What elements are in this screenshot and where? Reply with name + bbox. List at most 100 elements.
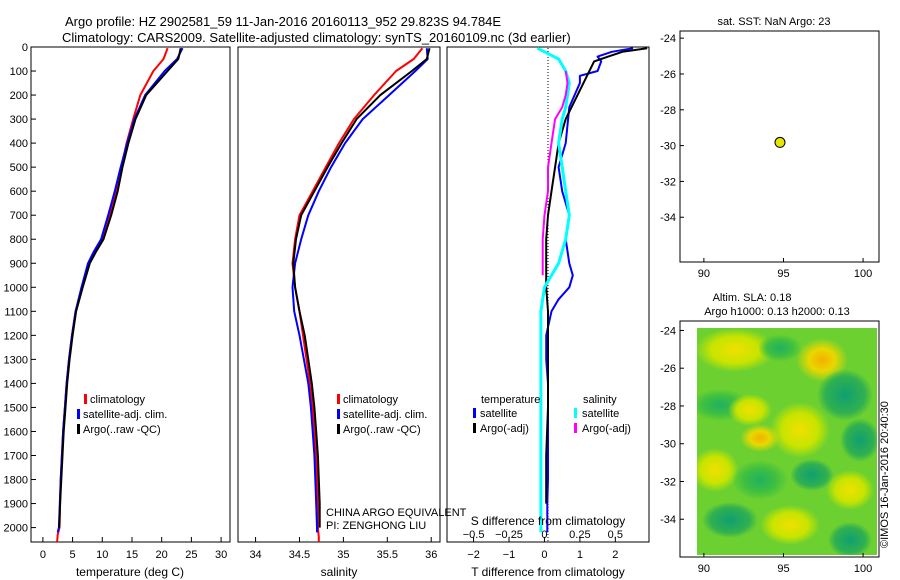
series-line-satellite-adj-clim- bbox=[291, 48, 429, 533]
difference-panel: −2 −1 0 1 2 −0.5 −0.25 0 0.25 0.5 temperature sal… bbox=[446, 46, 650, 579]
series-line-argo-raw-qc- bbox=[292, 47, 431, 528]
depth-tick-label: 1700 bbox=[4, 450, 28, 462]
legend-header-temperature: temperature bbox=[481, 394, 540, 406]
legend-label-climatology: climatology bbox=[90, 394, 146, 406]
series-line-climatology bbox=[56, 47, 169, 543]
temperature-tick-label: 30 bbox=[215, 549, 227, 561]
temperature-tick-label: 25 bbox=[185, 549, 197, 561]
temperature-axis-ticks: 0 5 10 15 20 25 30 bbox=[40, 537, 227, 561]
latitude-tick-label: -34 bbox=[660, 212, 676, 224]
series-line-satellite-adj-clim- bbox=[56, 47, 184, 533]
sla-map-title-2: Argo h1000: 0.13 h2000: 0.13 bbox=[704, 306, 850, 318]
temp-diff-tick-label: −2 bbox=[467, 549, 480, 561]
temperature-tick-label: 10 bbox=[96, 549, 108, 561]
latitude-tick-label: -28 bbox=[660, 401, 676, 413]
latitude-tick-label: -32 bbox=[660, 176, 676, 188]
imos-credit: ©IMOS 16-Jan-2016 20:40:30 bbox=[879, 401, 891, 548]
salinity-axis-ticks: 34 34.5 35 35.5 36 bbox=[249, 537, 437, 561]
difference-legend: temperature salinity satellite Argo(-adj… bbox=[473, 394, 631, 435]
series-line-climatology bbox=[291, 47, 424, 542]
legend-label-argo: Argo(..raw -QC) bbox=[83, 424, 161, 436]
sal-diff-tick-label: −0.5 bbox=[463, 529, 485, 541]
salinity-tick-label: 36 bbox=[425, 549, 437, 561]
latitude-tick-label: -30 bbox=[660, 439, 676, 451]
legend-swatch-temp-satellite bbox=[473, 408, 476, 418]
sst-map-title: sat. SST: NaN Argo: 23 bbox=[717, 16, 830, 28]
profile-location-marker bbox=[774, 136, 786, 148]
depth-tick-label: 600 bbox=[10, 186, 28, 198]
sst-map-panel: sat. SST: NaN Argo: 23 90 95 100 -24 -26 -28 -… bbox=[660, 16, 880, 280]
legend-label-argo: Argo(..raw -QC) bbox=[343, 424, 421, 436]
latitude-tick-label: -24 bbox=[660, 33, 676, 45]
depth-tick-label: 1400 bbox=[4, 378, 28, 390]
sal-diff-tick-label: 0.25 bbox=[569, 529, 590, 541]
legend-swatch-climatology bbox=[84, 394, 87, 404]
depth-tick-label: 2000 bbox=[4, 523, 28, 535]
sst-map-axis-ticks: 90 95 100 -24 -26 -28 -30 -32 -34 bbox=[660, 33, 872, 280]
depth-tick-label: 100 bbox=[10, 66, 28, 78]
legend-swatch-climatology bbox=[337, 394, 340, 404]
temperature-series bbox=[56, 47, 184, 543]
legend-label-climatology: climatology bbox=[343, 394, 399, 406]
depth-tick-label: 700 bbox=[10, 210, 28, 222]
legend-label-temp-argo: Argo(-adj) bbox=[480, 423, 529, 435]
difference-series bbox=[536, 46, 648, 533]
sal-diff-tick-label: −0.25 bbox=[495, 529, 523, 541]
salinity-series bbox=[291, 47, 431, 542]
salinity-tick-label: 34.5 bbox=[289, 549, 310, 561]
temperature-xlabel: temperature (deg C) bbox=[76, 565, 184, 579]
salinity-panel: 34 34.5 35 35.5 36 climatology satellite-adj… bbox=[237, 46, 467, 579]
longitude-tick-label: 100 bbox=[854, 268, 872, 280]
temperature-tick-label: 20 bbox=[156, 549, 168, 561]
difference-top-xlabel: S difference from climatology bbox=[471, 514, 626, 528]
longitude-tick-label: 95 bbox=[777, 268, 789, 280]
title-line-1: Argo profile: HZ 2902581_59 11-Jan-2016 … bbox=[65, 14, 501, 29]
latitude-tick-label: -32 bbox=[660, 476, 676, 488]
temperature-panel: 0100200300400500600700800900100011001200… bbox=[4, 42, 231, 579]
depth-tick-label: 1900 bbox=[4, 499, 28, 511]
depth-tick-label: 900 bbox=[10, 258, 28, 270]
salinity-legend: climatology satellite-adj. clim. Argo(..… bbox=[337, 394, 427, 436]
longitude-tick-label: 100 bbox=[854, 563, 872, 575]
depth-tick-label: 300 bbox=[10, 114, 28, 126]
sla-heatmap bbox=[697, 328, 877, 555]
series-line-satellite bbox=[536, 46, 571, 533]
depth-tick-label: 500 bbox=[10, 162, 28, 174]
depth-tick-label: 1300 bbox=[4, 354, 28, 366]
temperature-legend: climatology satellite-adj. clim. Argo(..… bbox=[77, 394, 167, 436]
temp-diff-tick-label: 1 bbox=[577, 549, 583, 561]
series-line-argo-adj- bbox=[541, 70, 569, 276]
depth-tick-label: 800 bbox=[10, 234, 28, 246]
series-line-satellite bbox=[545, 47, 634, 533]
temp-diff-tick-label: 2 bbox=[612, 549, 618, 561]
series-line-argo-adj- bbox=[545, 47, 648, 504]
depth-tick-label: 1500 bbox=[4, 402, 28, 414]
depth-tick-label: 1100 bbox=[4, 306, 28, 318]
temp-diff-tick-label: 0 bbox=[541, 549, 547, 561]
depth-tick-label: 400 bbox=[10, 138, 28, 150]
legend-label-sal-argo: Argo(-adj) bbox=[582, 423, 631, 435]
depth-tick-label: 0 bbox=[22, 42, 28, 54]
latitude-tick-label: -28 bbox=[660, 105, 676, 117]
latitude-tick-label: -26 bbox=[660, 69, 676, 81]
legend-label-sal-satellite: satellite bbox=[582, 408, 619, 420]
legend-label-temp-satellite: satellite bbox=[480, 408, 517, 420]
latitude-tick-label: -26 bbox=[660, 363, 676, 375]
legend-label-satellite: satellite-adj. clim. bbox=[83, 409, 167, 421]
legend-swatch-temp-argo bbox=[473, 423, 476, 433]
salinity-tick-label: 35.5 bbox=[377, 549, 398, 561]
legend-swatch-argo bbox=[337, 424, 340, 434]
depth-tick-label: 1000 bbox=[4, 282, 28, 294]
temperature-tick-label: 15 bbox=[126, 549, 138, 561]
legend-label-satellite: satellite-adj. clim. bbox=[343, 409, 427, 421]
salinity-axes-frame bbox=[237, 46, 441, 543]
sla-map-title-1: Altim. SLA: 0.18 bbox=[713, 292, 792, 304]
depth-axis-ticks: 0 100 200 300 400 500 600 700 800 900 1000 1100 1200… bbox=[4, 42, 36, 535]
salinity-tick-label: 35 bbox=[337, 549, 349, 561]
temperature-tick-label: 5 bbox=[70, 549, 76, 561]
sst-map-points bbox=[774, 136, 786, 148]
longitude-tick-label: 95 bbox=[777, 563, 789, 575]
legend-swatch-sal-argo bbox=[574, 423, 577, 433]
sla-map-axis-ticks: 90 95 100 -24 -26 -28 -30 -32 -34 bbox=[660, 325, 872, 575]
